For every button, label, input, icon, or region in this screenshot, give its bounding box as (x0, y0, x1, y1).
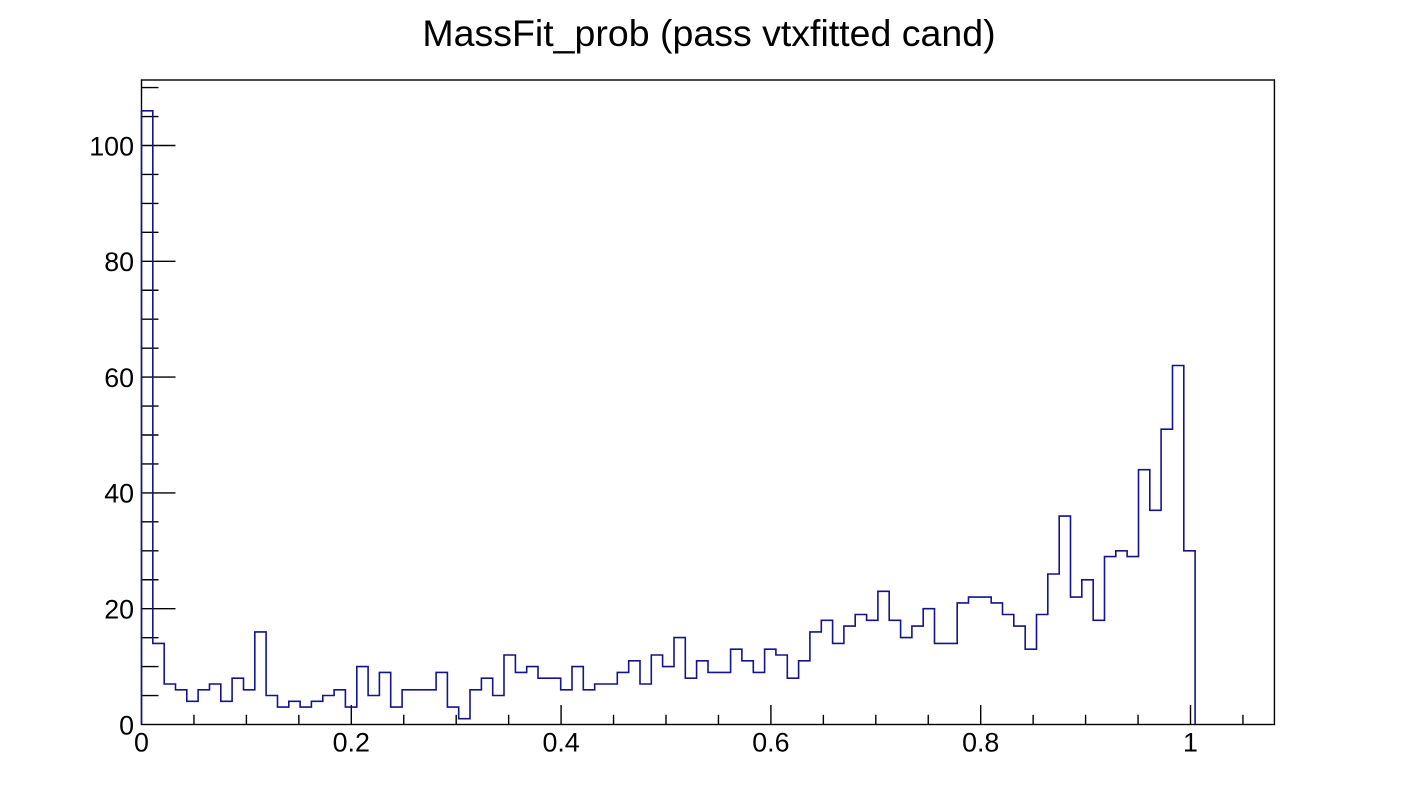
svg-text:40: 40 (104, 479, 134, 509)
svg-text:0.6: 0.6 (752, 728, 789, 758)
svg-text:0: 0 (119, 710, 134, 740)
svg-text:0.4: 0.4 (542, 728, 579, 758)
svg-text:80: 80 (104, 247, 134, 277)
svg-text:0.2: 0.2 (333, 728, 370, 758)
svg-text:0: 0 (134, 728, 149, 758)
svg-text:60: 60 (104, 363, 134, 393)
svg-text:20: 20 (104, 595, 134, 625)
svg-text:MassFit_prob (pass vtxfitted c: MassFit_prob (pass vtxfitted cand) (422, 12, 995, 54)
svg-text:0.8: 0.8 (962, 728, 999, 758)
svg-text:100: 100 (89, 131, 134, 161)
svg-text:1: 1 (1183, 728, 1198, 758)
